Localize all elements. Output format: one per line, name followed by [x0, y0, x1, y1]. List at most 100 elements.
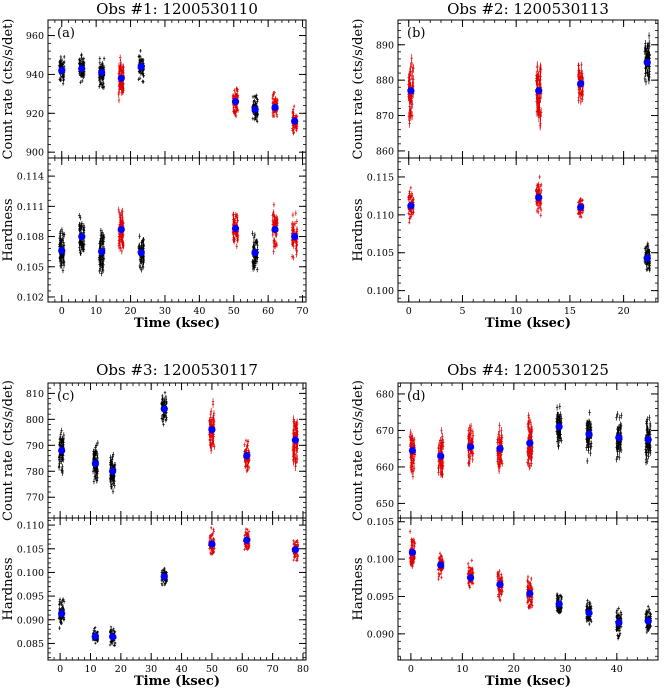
- mean-marker: [407, 202, 415, 210]
- plot-frame: [397, 19, 659, 159]
- y-tick-label: 790: [26, 441, 44, 452]
- data-segment: [97, 56, 106, 90]
- y-tick-label: 920: [26, 109, 44, 120]
- x-tick-label: 50: [228, 306, 240, 317]
- data-segment: [160, 390, 168, 427]
- x-tick-label: 20: [125, 306, 137, 317]
- plot-frame: [47, 382, 307, 519]
- y-tick-label: 0.115: [367, 172, 394, 183]
- data-segment: [78, 212, 86, 257]
- x-tick-label: 0: [406, 306, 412, 317]
- mean-marker: [98, 248, 106, 256]
- mean-marker: [78, 64, 86, 73]
- mean-marker: [291, 232, 299, 241]
- data-segment: [535, 61, 543, 131]
- mean-marker: [251, 105, 259, 114]
- y-tick-label: 870: [376, 111, 394, 122]
- x-tick-label: 5: [459, 306, 465, 317]
- plot-frame: [47, 19, 307, 159]
- data-segment: [91, 440, 100, 485]
- x-tick-label: 10: [90, 306, 102, 317]
- mean-marker: [535, 87, 543, 95]
- data-segment: [643, 241, 652, 273]
- plot-frame: [397, 157, 659, 303]
- mean-marker: [137, 63, 145, 71]
- data-segment: [208, 398, 216, 454]
- mean-marker: [58, 66, 66, 75]
- chart-panel-2: Obs #2: 1200530113 860 870 880 890 Count rate…: [351, 0, 659, 331]
- x-tick-label: 30: [159, 306, 171, 317]
- mean-marker: [271, 103, 279, 112]
- y-tick-label: 0.100: [367, 286, 394, 297]
- mean-marker: [643, 58, 651, 67]
- mean-marker: [577, 203, 585, 211]
- data-segment: [117, 206, 125, 255]
- mean-marker: [291, 117, 299, 125]
- data-segment: [534, 174, 543, 218]
- mean-marker: [58, 446, 66, 455]
- y-axis-label: Count rate (cts/s/det): [1, 19, 16, 160]
- panel-label: (b): [407, 26, 425, 41]
- mean-marker: [271, 225, 279, 234]
- y-tick-label: 0.114: [17, 172, 44, 183]
- x-tick-label: 0: [59, 306, 65, 317]
- y-tick-label: 860: [376, 146, 394, 157]
- x-axis-label: Time (ksec): [134, 316, 220, 331]
- y-axis-label: Count rate (cts/s/det): [351, 19, 366, 160]
- data-segment: [231, 211, 240, 249]
- plot-frame: [47, 157, 307, 303]
- data-segment: [137, 49, 145, 84]
- data-segment: [117, 54, 125, 104]
- y-axis-label: Hardness: [351, 198, 366, 261]
- panel-label: (a): [57, 26, 75, 41]
- y-tick-label: 0.110: [367, 210, 394, 221]
- x-tick-label: 15: [564, 306, 576, 317]
- y-tick-label: 0.105: [367, 248, 394, 259]
- y-tick-label: 0.108: [17, 232, 44, 243]
- y-tick-label: 0.105: [17, 262, 44, 273]
- x-tick-label: 10: [510, 306, 522, 317]
- data-segment: [407, 185, 415, 225]
- mean-marker: [160, 405, 168, 413]
- data-segment: [291, 104, 299, 136]
- data-segment: [290, 210, 299, 261]
- x-tick-label: 20: [618, 306, 630, 317]
- y-tick-label: 900: [26, 148, 44, 159]
- data-segment: [251, 230, 259, 273]
- y-tick-label: 940: [26, 70, 44, 81]
- data-segment: [57, 227, 66, 274]
- chart-title: Obs #1: 1200530110: [96, 0, 258, 18]
- mean-marker: [117, 74, 125, 82]
- chart-title: Obs #3: 1200530117: [96, 361, 258, 379]
- mean-marker: [251, 249, 259, 257]
- x-tick-label: 60: [262, 306, 274, 317]
- y-tick-label: 800: [26, 415, 44, 426]
- y-tick-label: 960: [26, 31, 44, 42]
- y-tick-label: 810: [26, 389, 44, 400]
- x-tick-label: 40: [193, 306, 205, 317]
- x-tick-label: 70: [297, 306, 309, 317]
- data-segment: [58, 55, 66, 86]
- y-tick-label: 0.111: [17, 202, 44, 213]
- mean-marker: [91, 459, 99, 468]
- mean-marker: [535, 193, 543, 202]
- mean-marker: [407, 87, 415, 95]
- y-tick-label: 0.102: [17, 292, 44, 303]
- data-segment: [407, 53, 415, 128]
- data-segment: [137, 233, 146, 273]
- data-segment: [251, 93, 259, 124]
- data-segment: [271, 90, 279, 119]
- data-segment: [108, 451, 117, 495]
- mean-marker: [231, 224, 240, 233]
- data-segment: [97, 227, 106, 277]
- chart-title: Obs #2: 1200530113: [447, 0, 609, 18]
- y-tick-label: 770: [26, 493, 44, 504]
- mean-marker: [231, 98, 240, 106]
- mean-marker: [109, 467, 117, 475]
- mean-marker: [58, 247, 66, 255]
- mean-marker: [78, 232, 86, 241]
- y-tick-label: 780: [26, 467, 44, 478]
- data-segment: [576, 61, 585, 105]
